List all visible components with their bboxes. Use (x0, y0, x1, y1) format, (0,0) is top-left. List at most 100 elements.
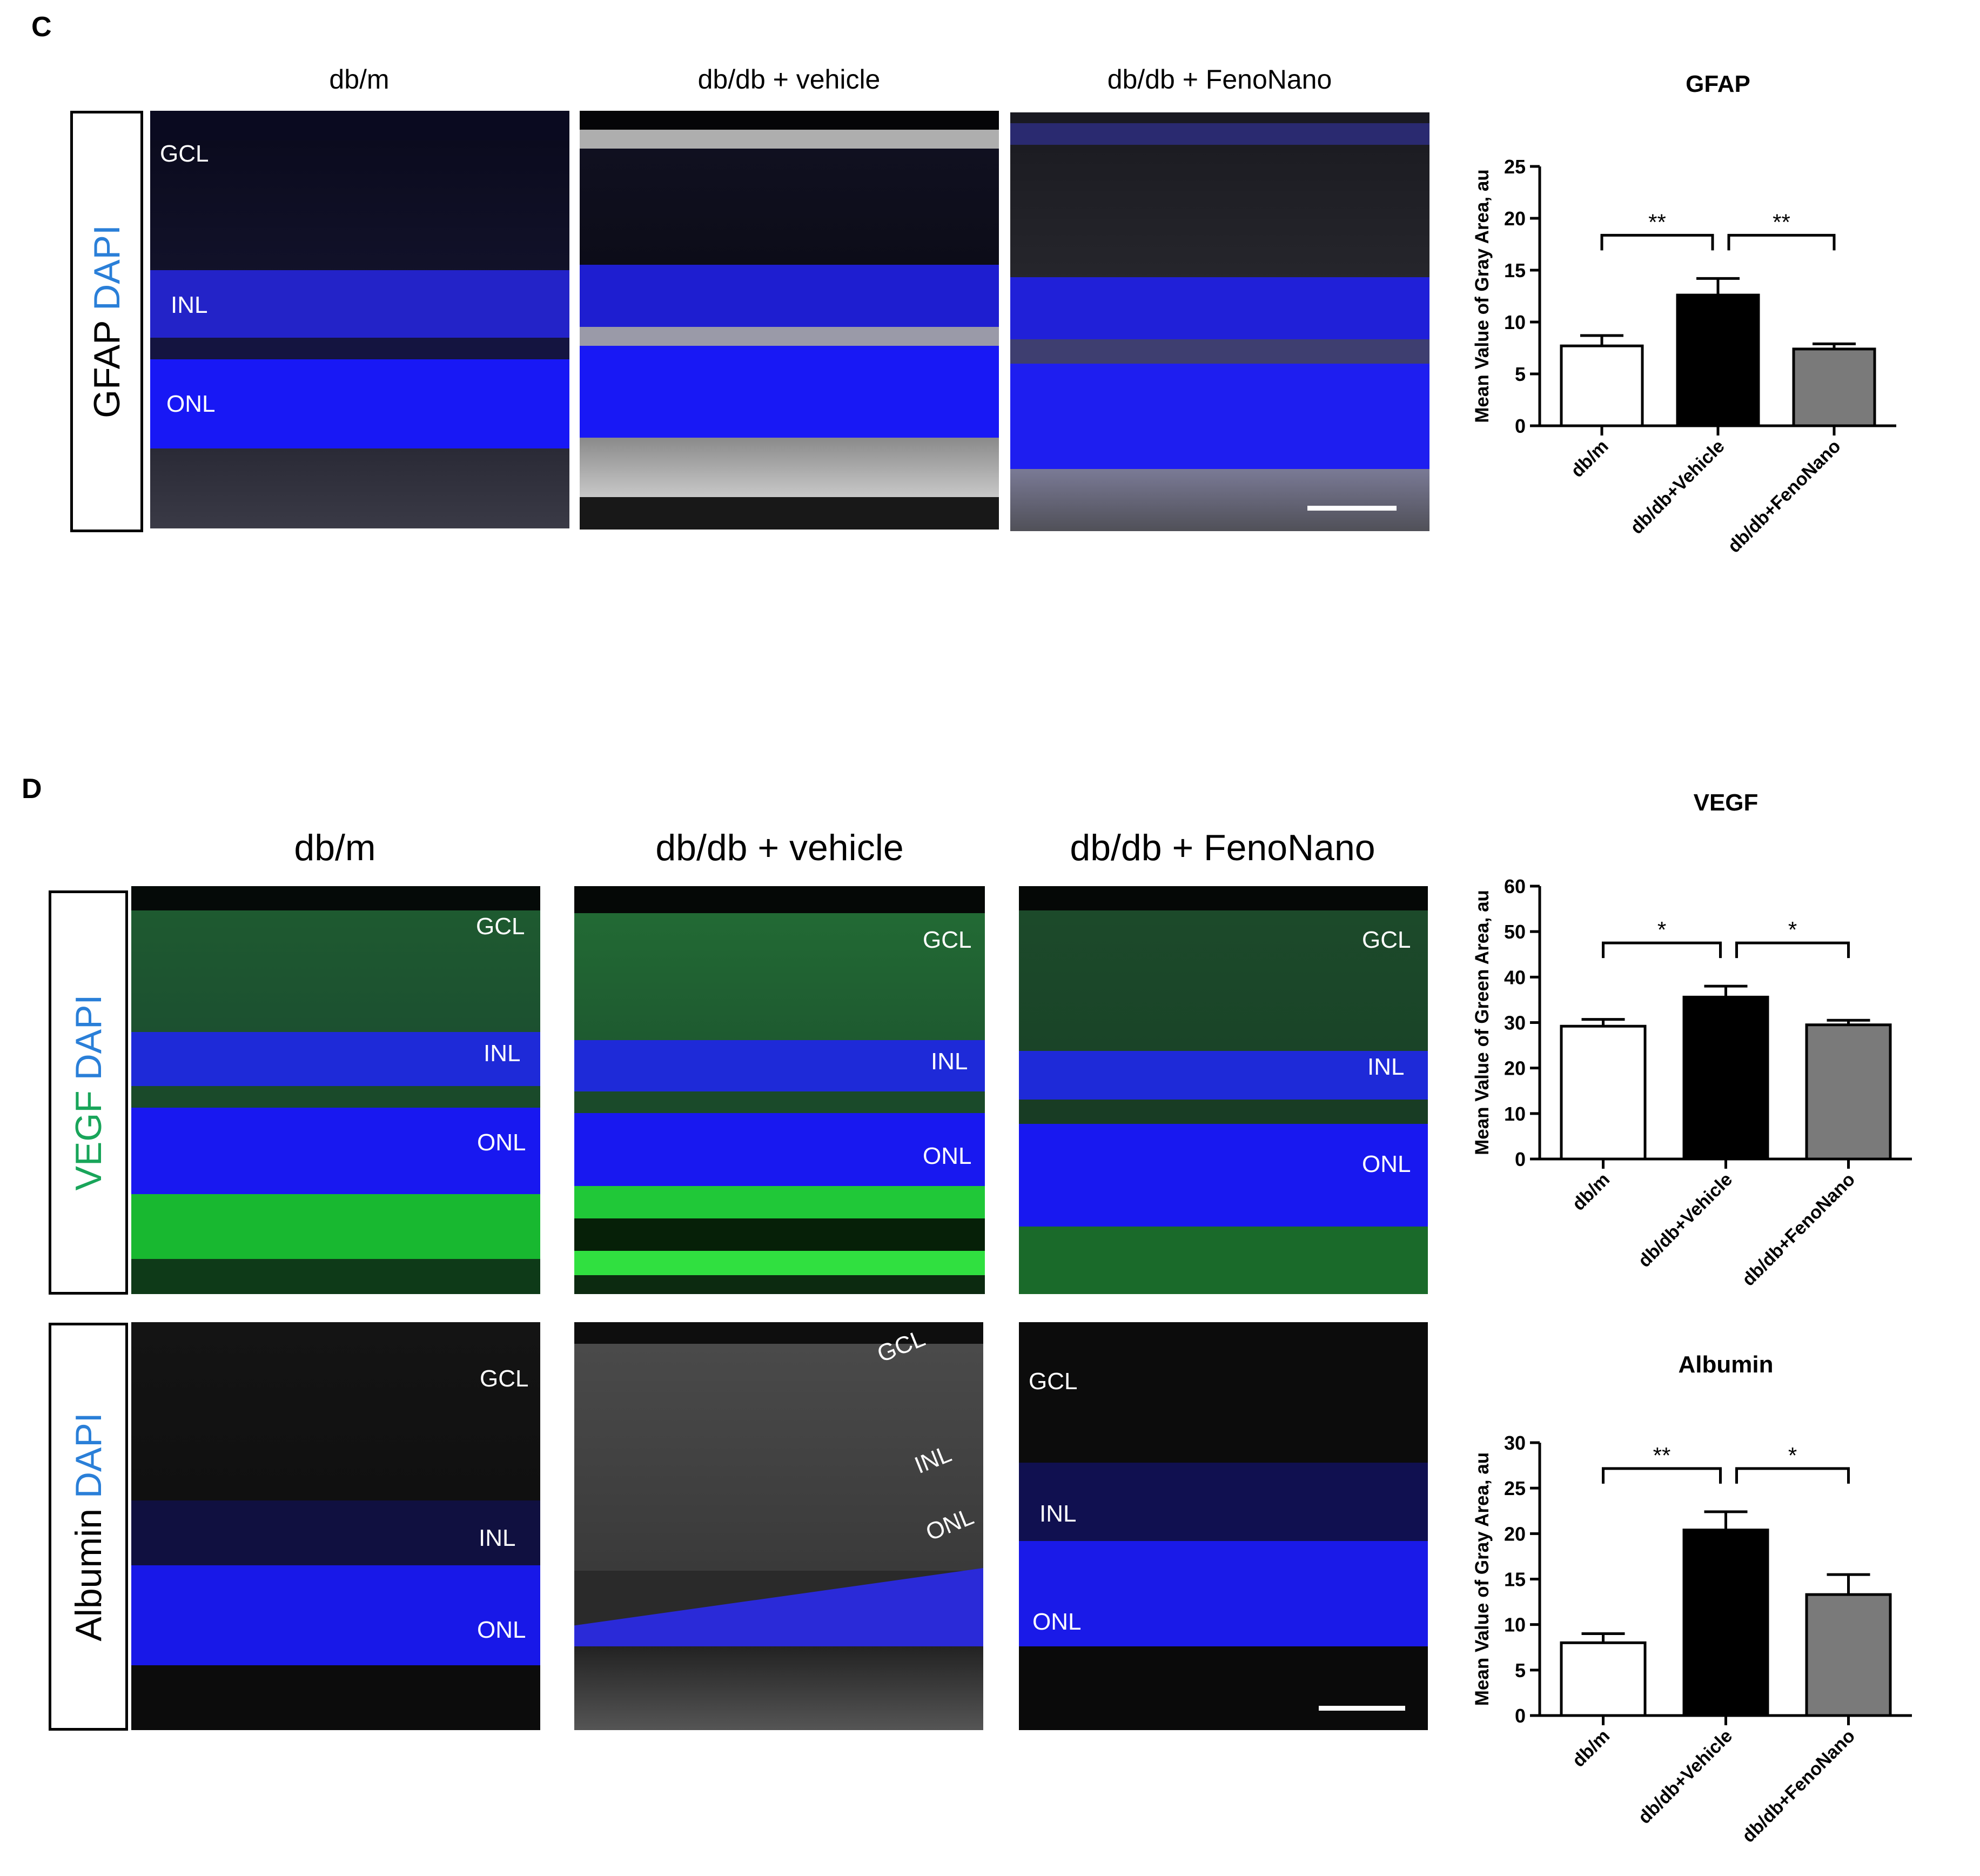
gfap-y-tick-label: 20 (1504, 207, 1526, 230)
albumin-y-tick-label: 30 (1504, 1432, 1526, 1454)
vegf-y-tick-label: 20 (1504, 1057, 1526, 1080)
gfap-y-tick-label: 15 (1504, 259, 1526, 282)
panel-d-title-fenonano: db/db + FenoNano (1070, 827, 1375, 868)
panel-d-albumin-stain-label: Albumin DAPI (49, 1323, 128, 1731)
gfap-x-tick-label: db/m (1567, 436, 1612, 481)
panel-d-letter: D (22, 773, 42, 805)
vegf-bar-1 (1560, 1024, 1647, 1161)
albumin-bar-3 (1805, 1593, 1892, 1717)
panel-d-albumin-dbm-onl-label: ONL (477, 1617, 526, 1643)
gfap-y-tick-label: 25 (1504, 156, 1526, 178)
panel-d-title-vehicle: db/db + vehicle (655, 827, 904, 868)
panel-c-title-vehicle: db/db + vehicle (697, 64, 881, 95)
panel-c-title-dbm: db/m (329, 64, 390, 95)
panel-c-dbm-inl-label: INL (171, 292, 208, 318)
panel-d-vegf-dbm-onl-label: ONL (477, 1129, 526, 1156)
albumin-bar-2 (1682, 1529, 1769, 1717)
albumin-y-axis-label: Mean Value of Gray Area, au (1472, 1452, 1493, 1706)
panel-d-vegf-vehicle-onl-label: ONL (923, 1143, 972, 1169)
panel-c-stain-text: GFAP DAPI (86, 225, 128, 418)
vegf-x-tick-label: db/db+FenoNano (1738, 1169, 1859, 1290)
dapi-stain-name-vegf: DAPI (68, 994, 109, 1081)
panel-d-vegf-vehicle-gcl-label: GCL (923, 927, 972, 953)
albumin-significance-bracket (1602, 1467, 1722, 1484)
vegf-bar-chart: VEGF 0 10 20 30 40 50 60 Mean Value of Green Are… (1472, 789, 1912, 1290)
gfap-bar-2 (1676, 293, 1760, 427)
albumin-y-tick-label: 10 (1504, 1614, 1526, 1636)
vegf-y-tick-label: 40 (1504, 966, 1526, 988)
albumin-y-tick-label: 20 (1504, 1523, 1526, 1545)
vegf-y-tick-label: 10 (1504, 1103, 1526, 1125)
gfap-y-tick-label: 5 (1515, 363, 1526, 385)
albumin-x-tick-label: db/m (1568, 1726, 1614, 1771)
panel-c-micrograph-fenonano (1010, 112, 1429, 531)
panel-d-title-dbm: db/m (294, 827, 376, 868)
dapi-stain-name: DAPI (86, 225, 127, 311)
panel-d-albumin-micrograph-fenonano: GCL INL ONL (1019, 1322, 1428, 1730)
gfap-x-tick-label: db/db+Vehicle (1626, 436, 1728, 538)
panel-d-vegf-micrograph-fenonano: GCL INL ONL (1019, 886, 1428, 1294)
vegf-significance-label: * (1788, 917, 1797, 942)
albumin-y-tick-label: 5 (1515, 1659, 1526, 1681)
gfap-bar-3 (1792, 347, 1876, 427)
panel-d-albumin-micrograph-vehicle: GCL INL ONL (574, 1322, 983, 1730)
panel-d-albumin-dbm-inl-label: INL (479, 1525, 516, 1551)
albumin-y-tick-label: 0 (1515, 1705, 1526, 1727)
panel-c-dbm-gcl-label: GCL (160, 140, 209, 167)
panel-c-stain-label: GFAP DAPI (70, 111, 143, 532)
vegf-significance-bracket (1735, 941, 1850, 959)
gfap-x-tick-label: db/db+FenoNano (1724, 436, 1845, 557)
panel-d-albumin-fenonano-gcl-label: GCL (1029, 1368, 1078, 1395)
vegf-y-tick-label: 0 (1515, 1148, 1526, 1170)
albumin-x-tick-label: db/db+FenoNano (1738, 1726, 1859, 1847)
albumin-chart-title: Albumin (1679, 1351, 1774, 1378)
panel-c-dbm-onl-label: ONL (166, 391, 216, 417)
panel-d-albumin-fenonano-onl-label: ONL (1032, 1609, 1082, 1635)
albumin-bar-1 (1560, 1641, 1647, 1717)
panel-c-micrograph-dbm: GCL INL ONL (150, 111, 569, 528)
vegf-y-tick-label: 30 (1504, 1012, 1526, 1034)
albumin-stain-name: Albumin (68, 1508, 109, 1642)
panel-d-albumin-fenonano-inl-label: INL (1039, 1500, 1077, 1527)
gfap-significance-label: ** (1648, 209, 1666, 234)
panel-d-vegf-micrograph-vehicle: GCL INL ONL (574, 886, 985, 1294)
albumin-bar-chart: Albumin 0 5 10 15 20 25 30 Mean Value of Gray Ar… (1472, 1351, 1912, 1847)
vegf-x-tick-label: db/db+Vehicle (1634, 1169, 1736, 1271)
vegf-significance-bracket (1602, 941, 1722, 959)
gfap-significance-label: ** (1773, 209, 1790, 234)
panel-c-scale-bar (1307, 506, 1397, 511)
panel-d-scale-bar (1319, 1706, 1405, 1711)
panel-d-albumin-dbm-gcl-label: GCL (480, 1365, 529, 1392)
panel-c-micrograph-vehicle (580, 111, 999, 530)
gfap-chart-title: GFAP (1686, 71, 1750, 97)
vegf-significance-label: * (1657, 917, 1666, 942)
gfap-y-tick-label: 10 (1504, 311, 1526, 333)
vegf-chart-title: VEGF (1694, 789, 1758, 816)
panel-c-letter: C (31, 11, 52, 43)
vegf-y-tick-label: 50 (1504, 921, 1526, 943)
gfap-significance-bracket (1727, 233, 1836, 251)
albumin-significance-bracket (1735, 1467, 1850, 1484)
gfap-significance-bracket (1600, 233, 1714, 251)
gfap-bar-chart: GFAP 0 5 10 15 20 25 Mean Value of Gray Area, a… (1472, 71, 1896, 557)
panel-d-vegf-stain-text: VEGF DAPI (68, 995, 110, 1191)
albumin-y-tick-label: 25 (1504, 1477, 1526, 1499)
vegf-bar-2 (1682, 995, 1769, 1161)
gfap-y-axis-label: Mean Value of Gray Area, au (1472, 169, 1493, 423)
albumin-significance-label: ** (1653, 1443, 1671, 1468)
panel-d-vegf-stain-label: VEGF DAPI (49, 890, 128, 1295)
panel-d-vegf-micrograph-dbm: GCL INL ONL (131, 886, 540, 1294)
panel-d-vegf-vehicle-inl-label: INL (931, 1048, 968, 1075)
panel-d-vegf-fenonano-gcl-label: GCL (1362, 927, 1411, 953)
gfap-y-tick-label: 0 (1515, 415, 1526, 437)
albumin-significance-label: * (1788, 1443, 1797, 1468)
vegf-y-tick-label: 60 (1504, 875, 1526, 897)
panel-d-vegf-fenonano-inl-label: INL (1367, 1054, 1405, 1080)
gfap-bar-1 (1560, 344, 1644, 427)
gfap-stain-name: GFAP (86, 320, 127, 418)
albumin-x-tick-label: db/db+Vehicle (1634, 1726, 1736, 1828)
panel-d-albumin-stain-text: Albumin DAPI (68, 1412, 110, 1641)
vegf-x-tick-label: db/m (1568, 1169, 1614, 1215)
panel-c-title-fenonano: db/db + FenoNano (1107, 64, 1332, 95)
dapi-stain-name-albumin: DAPI (68, 1412, 109, 1498)
